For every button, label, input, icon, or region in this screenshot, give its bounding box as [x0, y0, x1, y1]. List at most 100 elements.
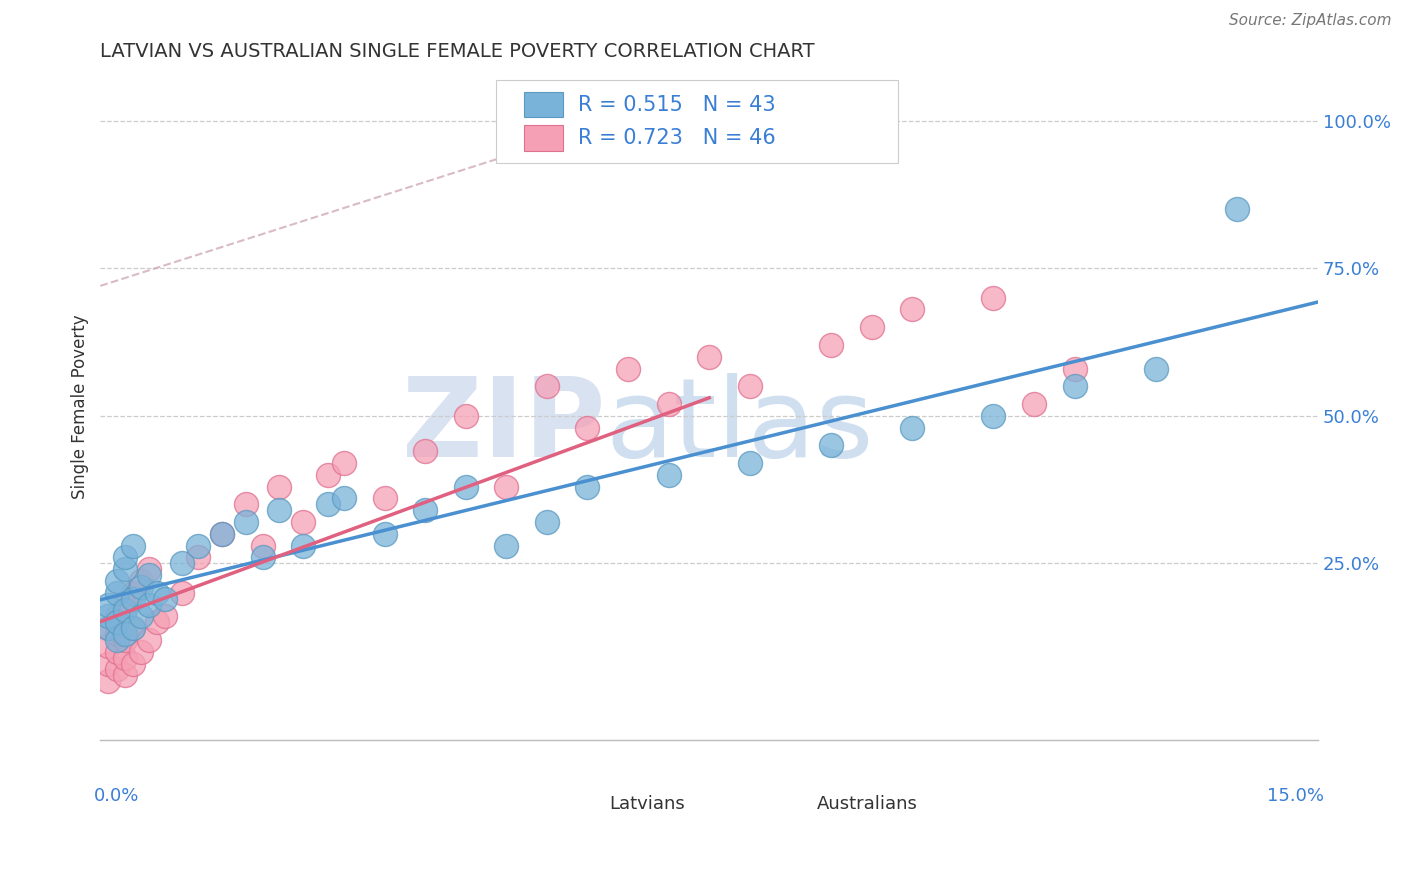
FancyBboxPatch shape: [524, 92, 564, 118]
Point: [187, 539, 209, 553]
Point: [121, 586, 143, 600]
Point: [536, 515, 558, 529]
Point: [738, 379, 761, 393]
Point: [697, 350, 720, 364]
Point: [413, 444, 436, 458]
Point: [267, 479, 290, 493]
Point: [373, 526, 395, 541]
Point: [129, 609, 152, 624]
Point: [105, 663, 128, 677]
Point: [146, 586, 169, 600]
Text: R = 0.515   N = 43: R = 0.515 N = 43: [578, 95, 775, 115]
Point: [97, 621, 120, 635]
Point: [413, 503, 436, 517]
Point: [97, 674, 120, 689]
Point: [155, 591, 177, 606]
Point: [105, 632, 128, 647]
Point: [121, 621, 143, 635]
Point: [114, 550, 136, 565]
Point: [267, 503, 290, 517]
Point: [114, 650, 136, 665]
Text: Latvians: Latvians: [609, 795, 685, 813]
FancyBboxPatch shape: [496, 80, 898, 163]
Point: [292, 515, 315, 529]
Point: [105, 586, 128, 600]
Point: [333, 491, 356, 506]
Point: [820, 438, 842, 452]
FancyBboxPatch shape: [524, 126, 564, 151]
Point: [97, 657, 120, 671]
Point: [146, 615, 169, 630]
Point: [170, 586, 193, 600]
Point: [121, 539, 143, 553]
Point: [97, 609, 120, 624]
Point: [114, 562, 136, 576]
FancyBboxPatch shape: [564, 790, 599, 818]
Point: [114, 598, 136, 612]
Point: [495, 479, 517, 493]
Point: [901, 420, 924, 434]
Point: [114, 632, 136, 647]
Point: [901, 302, 924, 317]
Point: [576, 420, 599, 434]
Point: [454, 409, 477, 423]
Point: [983, 291, 1005, 305]
Point: [536, 379, 558, 393]
Point: [138, 562, 160, 576]
Point: [129, 580, 152, 594]
Point: [235, 515, 257, 529]
Point: [316, 497, 339, 511]
Point: [129, 645, 152, 659]
Point: [292, 539, 315, 553]
Text: atlas: atlas: [606, 374, 875, 481]
Point: [105, 609, 128, 624]
Point: [333, 456, 356, 470]
Text: R = 0.723   N = 46: R = 0.723 N = 46: [578, 128, 776, 148]
Point: [105, 627, 128, 641]
Point: [121, 657, 143, 671]
Point: [114, 668, 136, 682]
Point: [211, 526, 233, 541]
Text: 0.0%: 0.0%: [94, 787, 139, 805]
Point: [211, 526, 233, 541]
Point: [235, 497, 257, 511]
Point: [316, 467, 339, 482]
Point: [138, 632, 160, 647]
Point: [860, 320, 883, 334]
Point: [97, 598, 120, 612]
Point: [373, 491, 395, 506]
Point: [1226, 202, 1249, 216]
Point: [97, 639, 120, 653]
Point: [252, 539, 274, 553]
Point: [105, 645, 128, 659]
Point: [187, 550, 209, 565]
Point: [138, 568, 160, 582]
Point: [138, 598, 160, 612]
Text: ZIP: ZIP: [402, 374, 606, 481]
Text: LATVIAN VS AUSTRALIAN SINGLE FEMALE POVERTY CORRELATION CHART: LATVIAN VS AUSTRALIAN SINGLE FEMALE POVE…: [100, 42, 815, 61]
Point: [97, 621, 120, 635]
Point: [1063, 379, 1085, 393]
Point: [820, 338, 842, 352]
Point: [105, 615, 128, 630]
Point: [617, 361, 640, 376]
Point: [983, 409, 1005, 423]
Point: [658, 397, 681, 411]
Point: [1022, 397, 1045, 411]
Text: Australians: Australians: [817, 795, 917, 813]
Point: [495, 539, 517, 553]
Point: [576, 479, 599, 493]
Point: [129, 574, 152, 588]
Point: [454, 479, 477, 493]
Point: [114, 603, 136, 617]
Text: 15.0%: 15.0%: [1267, 787, 1324, 805]
Y-axis label: Single Female Poverty: Single Female Poverty: [72, 315, 89, 500]
Point: [252, 550, 274, 565]
Point: [170, 556, 193, 570]
Point: [105, 574, 128, 588]
Point: [121, 591, 143, 606]
Point: [738, 456, 761, 470]
Point: [114, 627, 136, 641]
Text: Source: ZipAtlas.com: Source: ZipAtlas.com: [1229, 13, 1392, 29]
Point: [1144, 361, 1167, 376]
